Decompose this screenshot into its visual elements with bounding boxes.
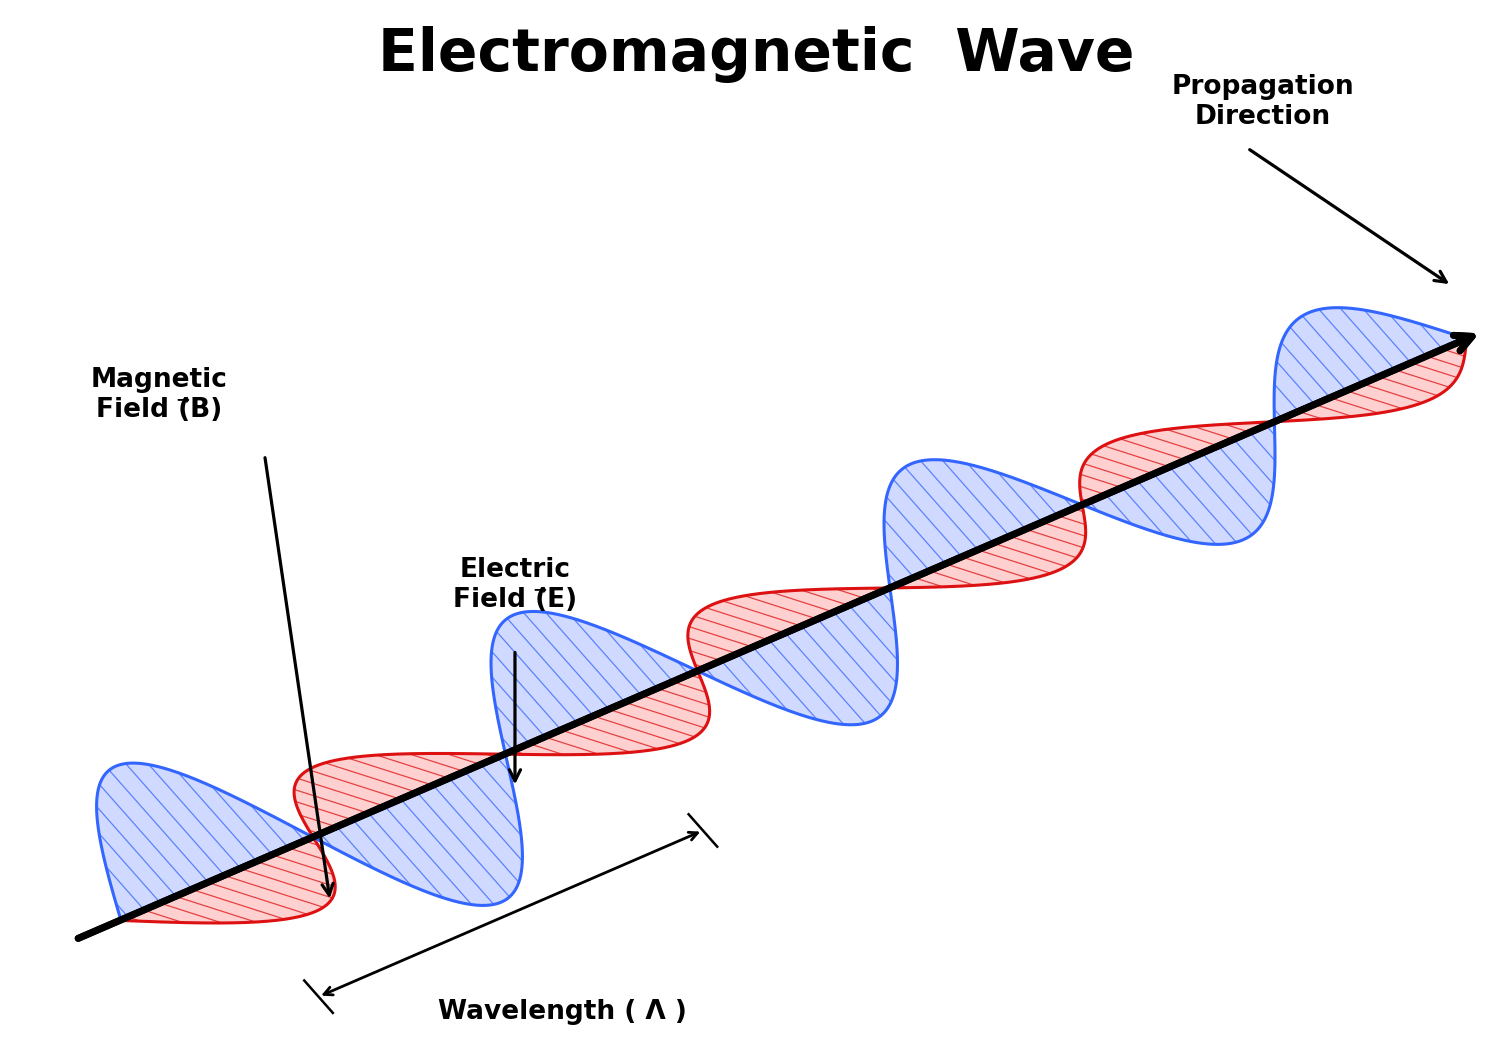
Text: Electromagnetic  Wave: Electromagnetic Wave [378, 26, 1134, 84]
Polygon shape [1275, 339, 1467, 422]
Polygon shape [688, 588, 889, 671]
Text: Wavelength ( Λ ): Wavelength ( Λ ) [438, 999, 686, 1024]
Text: Magnetic
Field (⃗B): Magnetic Field (⃗B) [91, 367, 227, 423]
Polygon shape [313, 754, 523, 906]
Polygon shape [1275, 308, 1467, 421]
Polygon shape [491, 612, 697, 754]
Polygon shape [507, 671, 709, 754]
Polygon shape [891, 505, 1086, 588]
Text: Propagation
Direction: Propagation Direction [1172, 74, 1353, 130]
Polygon shape [699, 588, 898, 725]
Polygon shape [1080, 422, 1275, 505]
Polygon shape [293, 753, 505, 837]
Text: Electric
Field (⃗E): Electric Field (⃗E) [454, 557, 578, 613]
Polygon shape [121, 838, 336, 923]
Polygon shape [1083, 422, 1275, 545]
Polygon shape [97, 763, 313, 920]
Polygon shape [885, 459, 1081, 588]
